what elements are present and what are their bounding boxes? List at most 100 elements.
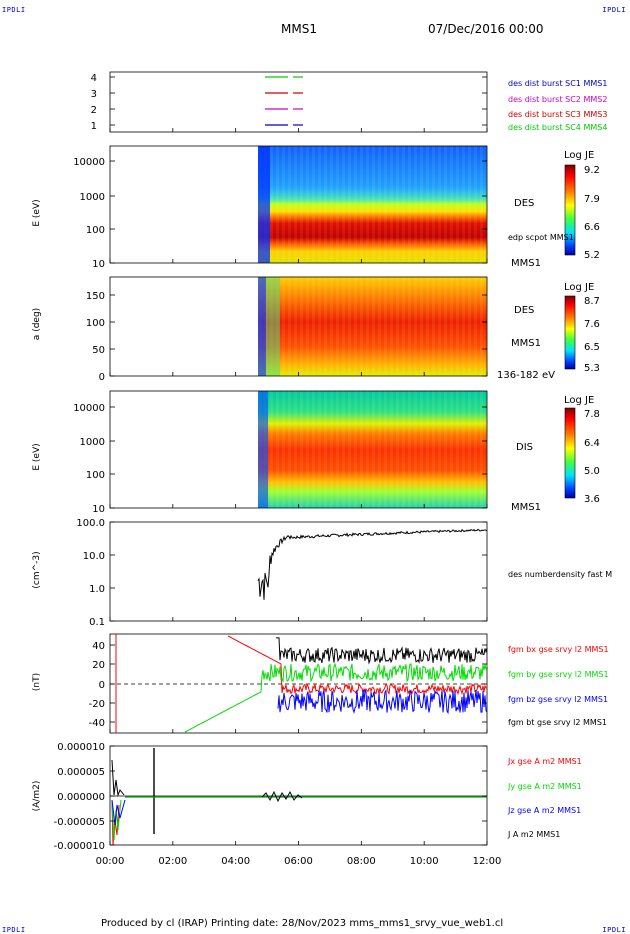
colorbar-tick: 7.8 bbox=[584, 409, 600, 420]
side-label-mms1-b: MMS1 bbox=[511, 338, 541, 349]
legend-by: fgm by gse srvy l2 MMS1 bbox=[508, 670, 609, 679]
colorbar-tick: 6.6 bbox=[584, 222, 600, 233]
colorbar-title-des-energy: Log JE bbox=[564, 150, 595, 161]
panel-density bbox=[109, 521, 488, 622]
colorbar-dis-energy bbox=[564, 407, 576, 499]
y-tick-label: -0.000010 bbox=[54, 841, 105, 852]
panel-burst-frame bbox=[109, 71, 488, 133]
panel-des-pitch bbox=[109, 276, 488, 377]
axes-layer: 4321100001000100101501005001000010001001… bbox=[54, 73, 502, 867]
colorbar-tick: 7.6 bbox=[584, 319, 600, 330]
y-tick-label: 2 bbox=[91, 105, 97, 116]
y-tick-label: 1 bbox=[91, 121, 97, 132]
legend-density: des numberdensity fast M bbox=[508, 570, 613, 579]
colorbar-title-des-pitch: Log JE bbox=[564, 282, 595, 293]
side-label-energy-range: 136-182 eV bbox=[497, 370, 555, 381]
side-label-scpot: edp scpot MMS1 bbox=[508, 233, 574, 242]
y-tick-label: 1.0 bbox=[89, 584, 105, 595]
corner-label-bottom-left: IPDLI bbox=[2, 926, 26, 934]
current-j-activity bbox=[261, 790, 303, 803]
colorbar-des-energy bbox=[564, 164, 576, 256]
y-tick-label: -20 bbox=[89, 699, 105, 710]
legend-j: J A m2 MMS1 bbox=[508, 830, 561, 839]
legend-bx: fgm bx gse srvy l2 MMS1 bbox=[508, 645, 609, 654]
y-tick-label: 50 bbox=[92, 345, 105, 356]
corner-label-top-right: IPDLI bbox=[602, 6, 626, 14]
bfield-bt-line bbox=[276, 637, 488, 665]
legend-jx: Jx gse A m2 MMS1 bbox=[508, 757, 582, 766]
footer-credit: Produced by cl (IRAP) Printing date: 28/… bbox=[101, 918, 504, 929]
legend-burst-sc2: des dist burst SC2 MMS2 bbox=[508, 95, 608, 104]
y-tick-label: 100.0 bbox=[76, 518, 105, 529]
colorbar-tick: 7.9 bbox=[584, 194, 600, 205]
y-tick-label: 10 bbox=[92, 504, 105, 515]
panel-bfield bbox=[109, 633, 488, 734]
panel-dis-energy bbox=[109, 390, 488, 509]
mission-title: MMS1 bbox=[281, 22, 317, 36]
side-label-dis: DIS bbox=[516, 442, 533, 453]
y-tick-label: 10.0 bbox=[83, 551, 105, 562]
y-tick-label: 0.000005 bbox=[57, 767, 105, 778]
panel-des-energy bbox=[109, 145, 488, 264]
corner-label-bottom-right: IPDLI bbox=[602, 926, 626, 934]
side-label-mms1-a: MMS1 bbox=[511, 258, 541, 269]
y-tick-label: -40 bbox=[89, 718, 105, 729]
y-tick-label: 20 bbox=[92, 660, 105, 671]
colorbar-tick: 5.0 bbox=[584, 466, 600, 477]
legend-jz: Jz gse A m2 MMS1 bbox=[508, 806, 582, 815]
legend-burst-sc1: des dist burst SC1 MMS1 bbox=[508, 79, 608, 88]
side-label-des: DES bbox=[514, 198, 535, 209]
plot-date: 07/Dec/2016 00:00 bbox=[428, 22, 544, 36]
colorbar-tick: 6.5 bbox=[584, 342, 600, 353]
y-tick-label: 0 bbox=[99, 680, 105, 691]
bfield-bz-line bbox=[277, 688, 488, 715]
y-tick-label: 1000 bbox=[80, 192, 105, 203]
y-tick-label: 10 bbox=[92, 259, 105, 270]
x-tick-label: 02:00 bbox=[158, 856, 187, 867]
y-tick-label: 100 bbox=[86, 470, 105, 481]
bfield-bx-line bbox=[227, 635, 488, 696]
legend-jy: Jy gse A m2 MMS1 bbox=[508, 782, 582, 791]
colorbar-tick: 3.6 bbox=[584, 494, 600, 505]
y-tick-label: 4 bbox=[91, 73, 97, 84]
y-tick-label: 100 bbox=[86, 318, 105, 329]
y-tick-label: 0.1 bbox=[89, 617, 105, 628]
legend-bt: fgm bt gse srvy l2 MMS1 bbox=[508, 718, 607, 727]
y-tick-label: 1000 bbox=[80, 437, 105, 448]
bfield-by-line bbox=[184, 662, 488, 733]
colorbar-tick: 5.2 bbox=[584, 250, 600, 261]
y-tick-label: 0.000010 bbox=[57, 742, 105, 753]
x-tick-label: 08:00 bbox=[347, 856, 376, 867]
x-tick-label: 00:00 bbox=[96, 856, 125, 867]
current-jz-initial bbox=[111, 799, 126, 826]
legend-burst-sc4: des dist burst SC4 MMS4 bbox=[508, 123, 608, 132]
colorbar-des-pitch bbox=[564, 295, 576, 370]
y-tick-label: 40 bbox=[92, 641, 105, 652]
y-tick-label: 10000 bbox=[73, 157, 105, 168]
legend-bz: fgm bz gse srvy l2 MMS1 bbox=[508, 695, 609, 704]
x-tick-label: 12:00 bbox=[473, 856, 502, 867]
y-tick-label: 3 bbox=[91, 89, 97, 100]
density-series-line bbox=[257, 528, 488, 600]
y-tick-label: -0.000005 bbox=[54, 817, 105, 828]
x-tick-label: 06:00 bbox=[284, 856, 313, 867]
side-label-des-pitch: DES bbox=[514, 305, 535, 316]
y-tick-label: 10000 bbox=[73, 403, 105, 414]
panel-current bbox=[109, 745, 488, 846]
colorbar-tick: 5.3 bbox=[584, 363, 600, 374]
y-tick-label: 0 bbox=[99, 372, 105, 383]
side-label-mms1-c: MMS1 bbox=[511, 502, 541, 513]
x-tick-label: 04:00 bbox=[221, 856, 250, 867]
x-tick-label: 10:00 bbox=[410, 856, 439, 867]
colorbar-tick: 9.2 bbox=[584, 165, 600, 176]
panel-burst bbox=[109, 71, 488, 133]
legend-burst-sc3: des dist burst SC3 MMS3 bbox=[508, 110, 608, 119]
current-j-initial bbox=[111, 759, 125, 797]
y-tick-label: 150 bbox=[86, 291, 105, 302]
y-tick-label: 100 bbox=[86, 225, 105, 236]
y-tick-label: 0.000000 bbox=[57, 792, 105, 803]
colorbar-title-dis-energy: Log JE bbox=[564, 395, 595, 406]
corner-label-top-left: IPDLI bbox=[2, 6, 26, 14]
colorbar-tick: 6.4 bbox=[584, 438, 600, 449]
